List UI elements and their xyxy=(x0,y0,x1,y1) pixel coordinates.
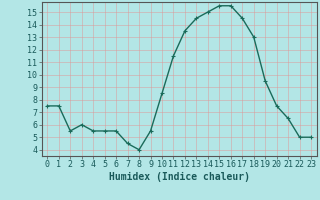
X-axis label: Humidex (Indice chaleur): Humidex (Indice chaleur) xyxy=(109,172,250,182)
